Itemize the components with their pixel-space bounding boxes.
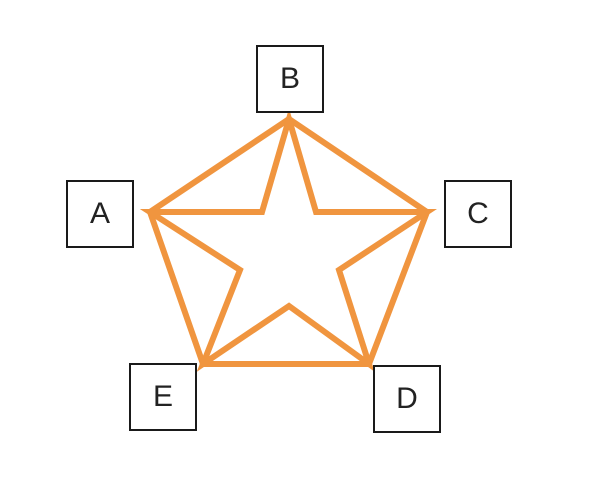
outer-pentagon xyxy=(146,115,431,367)
inscribed-star xyxy=(139,108,438,372)
node-b-label: B xyxy=(279,62,300,95)
node-a-box: A xyxy=(66,180,134,248)
node-a-label: A xyxy=(89,197,110,230)
node-c-label: C xyxy=(467,197,489,230)
node-e-label: E xyxy=(152,380,173,413)
node-d-label: D xyxy=(396,382,418,415)
node-c-box: C xyxy=(444,180,512,248)
node-e-box: E xyxy=(129,363,197,431)
node-b-box: B xyxy=(256,45,324,113)
node-d-box: D xyxy=(373,365,441,433)
